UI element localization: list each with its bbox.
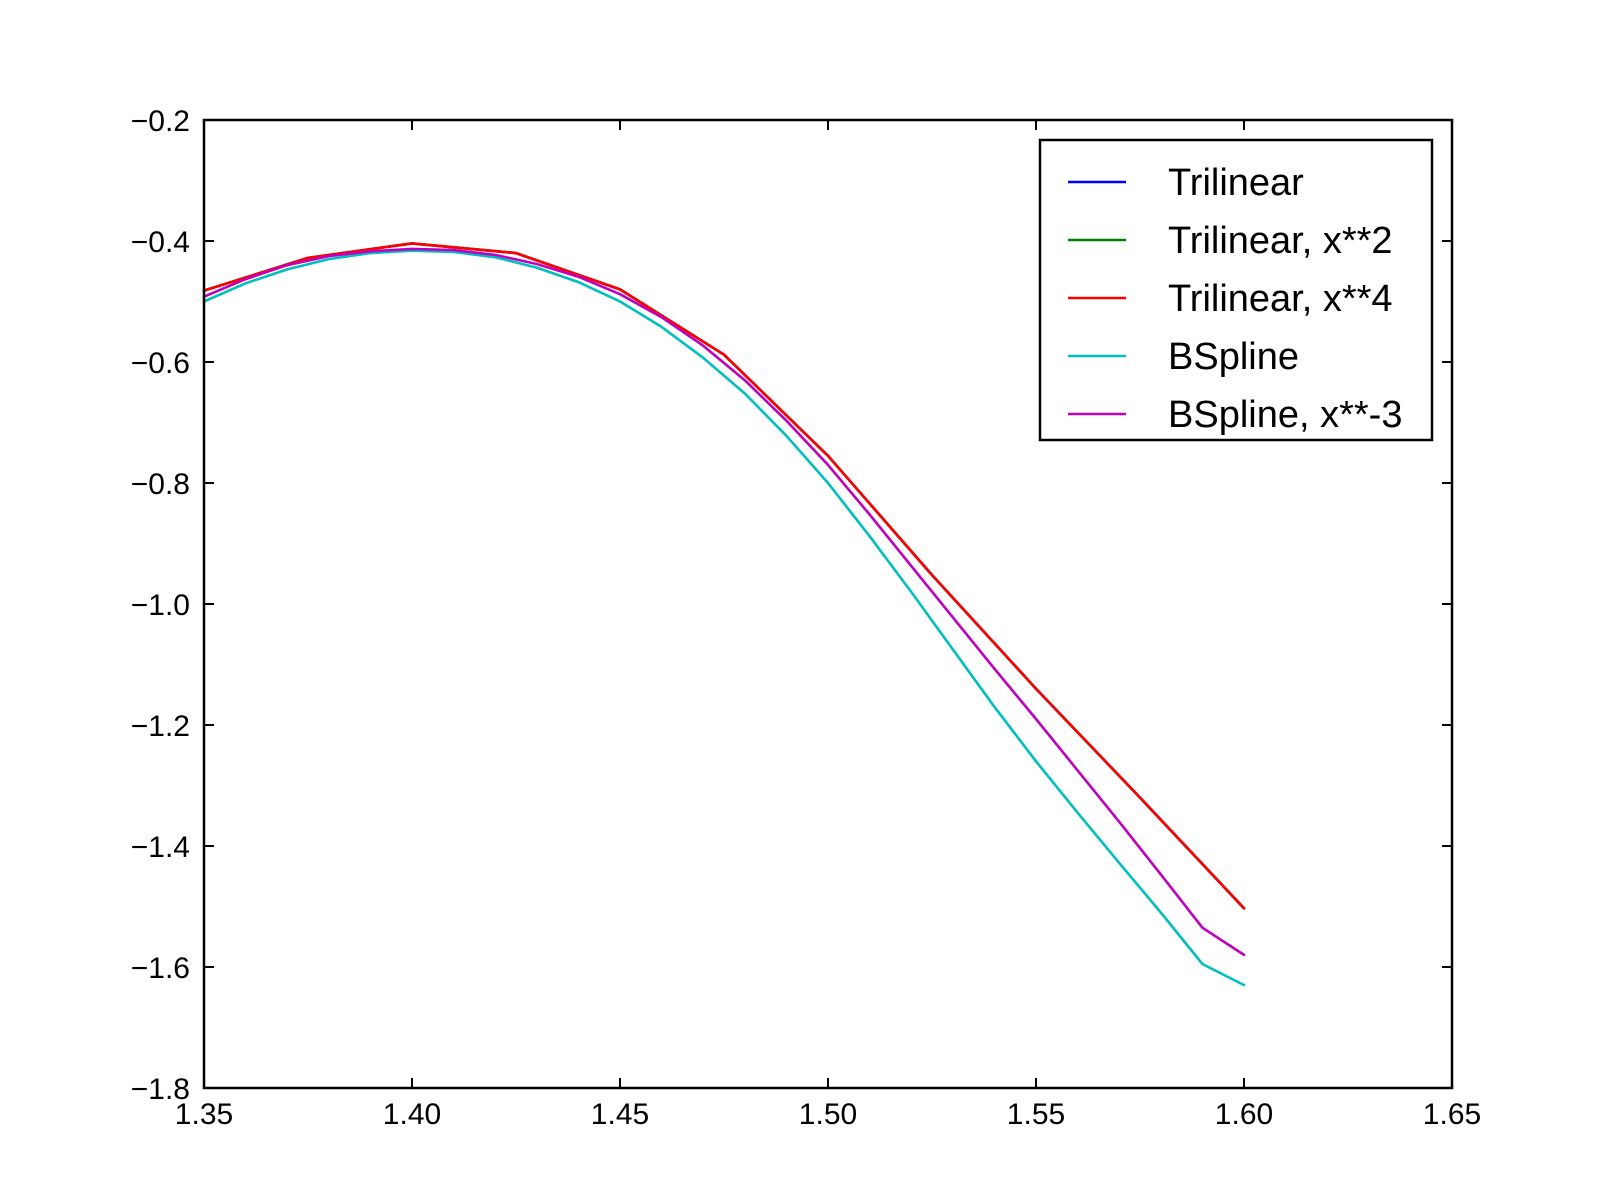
y-tick-label: −0.2 bbox=[131, 105, 190, 138]
legend-label-4: BSpline bbox=[1168, 336, 1299, 378]
x-tick-label: 1.60 bbox=[1215, 1098, 1273, 1131]
x-tick-label: 1.55 bbox=[1007, 1098, 1065, 1131]
legend-label-3: Trilinear, x**4 bbox=[1168, 278, 1393, 320]
x-tick-label: 1.40 bbox=[383, 1098, 441, 1131]
x-tick-label: 1.50 bbox=[799, 1098, 857, 1131]
y-tick-label: −1.4 bbox=[131, 831, 190, 864]
y-tick-label: −0.6 bbox=[131, 347, 190, 380]
y-tick-label: −0.8 bbox=[131, 468, 190, 501]
x-tick-label: 1.65 bbox=[1423, 1098, 1481, 1131]
legend-label-1: Trilinear bbox=[1168, 162, 1304, 204]
series-line-4 bbox=[202, 249, 1246, 987]
legend-label-2: Trilinear, x**2 bbox=[1168, 220, 1393, 262]
x-tick-label: 1.35 bbox=[175, 1098, 233, 1131]
series-line-3 bbox=[202, 242, 1246, 910]
legend: Trilinear Trilinear, x**2 Trilinear, x**4 B… bbox=[1038, 138, 1434, 442]
ticks-layer bbox=[203, 119, 1453, 1089]
x-tick-labels: 1.35 1.40 1.45 1.50 1.55 1.60 1.65 bbox=[175, 1098, 1481, 1131]
x-tick-label: 1.45 bbox=[591, 1098, 649, 1131]
legend-box bbox=[1038, 138, 1434, 442]
y-tick-label: −0.4 bbox=[131, 226, 190, 259]
series-line-5 bbox=[202, 247, 1246, 957]
series-layer bbox=[202, 242, 1246, 987]
y-tick-labels: −0.2 −0.4 −0.6 −0.8 −1.0 −1.2 −1.4 −1.6 −1.8 bbox=[131, 105, 190, 1106]
y-tick-label: −1.6 bbox=[131, 952, 190, 985]
y-tick-label: −1.0 bbox=[131, 589, 190, 622]
legend-label-5: BSpline, x**-3 bbox=[1168, 394, 1402, 436]
y-tick-label: −1.2 bbox=[131, 710, 190, 743]
y-tick-label: −1.8 bbox=[131, 1073, 190, 1106]
